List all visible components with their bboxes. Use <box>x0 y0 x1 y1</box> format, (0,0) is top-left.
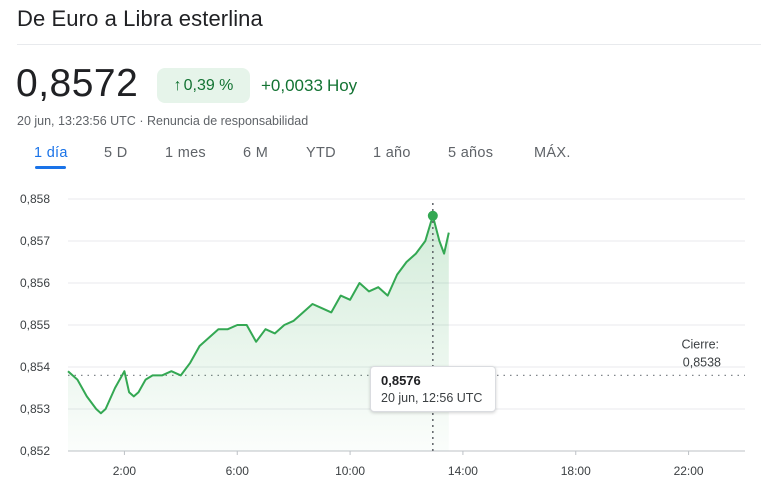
page-title: De Euro a Libra esterlina <box>17 6 263 31</box>
y-tick-label: 0,857 <box>20 234 50 248</box>
tab-max[interactable]: MÁX. <box>534 145 571 161</box>
y-tick-label: 0,853 <box>20 402 50 416</box>
y-tick-label: 0,854 <box>20 360 50 374</box>
tab-1-day[interactable]: 1 día <box>34 145 68 161</box>
x-tick-label: 6:00 <box>226 464 250 478</box>
price-meta: 20 jun, 13:23:56 UTC · Renuncia de respo… <box>17 114 308 128</box>
change-absolute: +0,0033 Hoy <box>261 76 357 96</box>
tooltip-value: 0,8576 <box>381 373 421 388</box>
x-tick-label: 22:00 <box>674 464 704 478</box>
change-absolute-value: +0,0033 <box>261 76 323 95</box>
x-tick-label: 18:00 <box>561 464 591 478</box>
y-tick-label: 0,852 <box>20 444 50 458</box>
x-tick-label: 10:00 <box>335 464 365 478</box>
close-value: 0,8538 <box>683 355 721 369</box>
timestamp: 20 jun, 13:23:56 UTC <box>17 114 136 128</box>
meta-separator: · <box>139 114 144 128</box>
tab-1-year[interactable]: 1 año <box>373 145 411 161</box>
series-area <box>68 215 449 451</box>
x-tick-label: 14:00 <box>448 464 478 478</box>
active-tab-indicator <box>35 166 66 169</box>
arrow-up-icon: ↑ <box>173 76 182 94</box>
chart-tooltip: 0,8576 20 jun, 12:56 UTC <box>370 366 496 412</box>
hover-marker <box>427 210 438 221</box>
tab-5-years[interactable]: 5 años <box>448 145 494 161</box>
series-line <box>67 214 450 415</box>
y-tick-label: 0,858 <box>20 192 50 206</box>
tab-5-days[interactable]: 5 D <box>104 145 128 161</box>
tab-6-months[interactable]: 6 M <box>243 145 269 161</box>
disclaimer-link[interactable]: Renuncia de responsabilidad <box>146 114 309 128</box>
range-tabs: 1 día 5 D 1 mes 6 M YTD 1 año 5 años MÁX… <box>0 142 761 172</box>
y-tick-label: 0,856 <box>20 276 50 290</box>
tab-ytd[interactable]: YTD <box>306 145 336 161</box>
price-chart[interactable]: 0,858 0,857 0,856 0,855 0,854 0,853 0,852 2:00 6… <box>0 180 761 493</box>
tooltip-time: 20 jun, 12:56 UTC <box>381 391 483 405</box>
change-period: Hoy <box>326 76 358 95</box>
change-percent-badge: ↑ 0,39 % <box>157 68 250 103</box>
close-label: Cierre: <box>681 337 719 351</box>
tab-1-month[interactable]: 1 mes <box>165 145 206 161</box>
title-divider <box>17 44 761 45</box>
x-tick-label: 2:00 <box>113 464 137 478</box>
current-price: 0,8572 <box>16 62 139 105</box>
change-percent: 0,39 % <box>183 76 234 94</box>
y-tick-label: 0,855 <box>20 318 50 332</box>
